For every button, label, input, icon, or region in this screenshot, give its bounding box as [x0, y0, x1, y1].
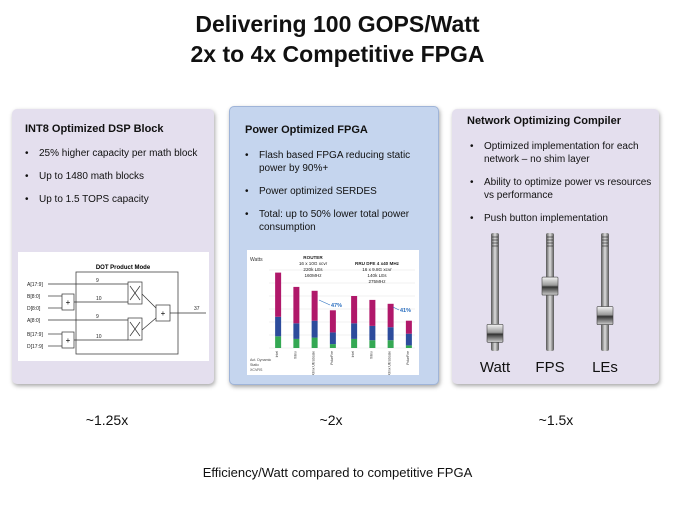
- bus-width-label: 10: [96, 296, 102, 302]
- bus-width-label: 9: [96, 278, 99, 284]
- bar-segment: [311, 337, 318, 348]
- group-label-line: 220k LEs: [303, 267, 323, 272]
- bar-segment: [329, 310, 336, 333]
- bus-width-label: 37: [194, 306, 200, 312]
- x-tick-label: Intel: [275, 351, 279, 358]
- group-label: ROUTER: [303, 255, 323, 260]
- power-fpga-panel: Power Optimized FPGA Flash based FPGA re…: [229, 106, 439, 385]
- group-label-line: 16 x 9.8G xcvr: [362, 267, 392, 272]
- footer-caption: Efficiency/Watt compared to competitive …: [202, 465, 473, 480]
- pre-adder-box: [61, 331, 75, 349]
- slider-knob: [541, 276, 559, 296]
- x-tick-label: Xilinx UltraScale: [312, 351, 316, 375]
- bar-segment: [369, 325, 376, 341]
- slider-knob: [596, 306, 614, 325]
- multiplier-label: ~1.25x: [85, 412, 129, 428]
- compiler-panel: Network Optimizing Compiler Optimized im…: [452, 109, 659, 384]
- bullet-item: Flash based FPGA reducing static power b…: [245, 149, 431, 175]
- bar-segment: [405, 333, 412, 346]
- tradeoff-sliders: Watt FPS LEs: [480, 233, 618, 376]
- bar-segment: [311, 290, 318, 321]
- chart-ylabel: Watts: [250, 257, 263, 263]
- bar-segment: [387, 303, 394, 328]
- x-tick-label: Intel: [351, 351, 355, 358]
- dsp-block-panel: INT8 Optimized DSP Block 25% higher capa…: [12, 109, 214, 384]
- bar-segment: [293, 286, 300, 324]
- bus-width-label: 10: [96, 334, 102, 340]
- group-label-line: 140k LEs: [367, 273, 387, 278]
- slider-track: [601, 233, 609, 351]
- svg-text:+: +: [66, 298, 71, 307]
- bullet-item: Ability to optimize power vs resources v…: [470, 176, 652, 202]
- dot-product-diagram: DOT Product Mode A[17:9] B[8:0] D[8:0] A…: [18, 252, 209, 361]
- bar-segment: [369, 299, 376, 326]
- bar-segment: [329, 344, 336, 348]
- sum-adder-box: [155, 304, 171, 322]
- panel-heading: Power Optimized FPGA: [245, 124, 368, 136]
- slider-knob: [486, 324, 504, 343]
- bar-segment: [329, 332, 336, 345]
- bar-segment: [387, 327, 394, 341]
- bullet-item: 25% higher capacity per math block: [25, 147, 205, 160]
- slider-track: [491, 233, 499, 351]
- bar-segment: [293, 338, 300, 348]
- bullet-item: Optimized implementation for each networ…: [470, 140, 652, 166]
- bar-segment: [275, 272, 282, 317]
- bullet-list: 25% higher capacity per math block Up to…: [25, 147, 205, 216]
- input-label: B[8:0]: [27, 294, 41, 300]
- bullet-list: Optimized implementation for each networ…: [470, 140, 652, 235]
- input-label: A[17:9]: [27, 282, 43, 288]
- bullet-list: Flash based FPGA reducing static power b…: [245, 149, 431, 244]
- group-label-line: 275MHz: [368, 279, 386, 284]
- bar-segment: [275, 336, 282, 348]
- bullet-item: Total: up to 50% lower total power consu…: [245, 208, 431, 234]
- input-label: D[8:0]: [27, 306, 41, 312]
- input-label: A[8:0]: [27, 318, 41, 324]
- panel-heading: INT8 Optimized DSP Block: [25, 123, 164, 135]
- legend-item: Act. Dynamic: [250, 358, 271, 362]
- slider-label-watt: Watt: [480, 359, 511, 376]
- legend-item: Static: [250, 363, 259, 367]
- pre-adder-box: [61, 293, 75, 311]
- slider-label-fps: FPS: [535, 359, 564, 376]
- bar-segment: [351, 296, 358, 324]
- slider-label-les: LEs: [592, 359, 618, 376]
- bullet-item: Up to 1.5 TOPS capacity: [25, 193, 205, 206]
- bullet-item: Push button implementation: [470, 212, 652, 225]
- bar-segment: [405, 320, 412, 334]
- bar-segment: [293, 323, 300, 339]
- x-tick-label: Xilinx UltraScale: [388, 351, 392, 375]
- x-tick-label: PolarFire: [330, 351, 334, 365]
- panel-heading: Network Optimizing Compiler: [467, 115, 622, 127]
- svg-text:+: +: [161, 309, 166, 318]
- slide-subtitle: 2x to 4x Competitive FPGA: [190, 41, 485, 67]
- multiplier-label: ~2x: [319, 412, 343, 428]
- bullet-item: Up to 1480 math blocks: [25, 170, 205, 183]
- slide-title: Delivering 100 GOPS/Watt: [195, 11, 480, 37]
- bar-segment: [369, 340, 376, 348]
- bus-width-label: 9: [96, 314, 99, 320]
- input-label: B[17:9]: [27, 332, 43, 338]
- bar-segment: [275, 316, 282, 337]
- group-label-line: 16 x 10G xcvr: [299, 261, 328, 266]
- group-label-line: 160MHz: [304, 273, 322, 278]
- svg-text:+: +: [66, 336, 71, 345]
- x-tick-label: Xilinx: [293, 351, 297, 359]
- multiplier-label: ~1.5x: [538, 412, 574, 428]
- input-label: D[17:9]: [27, 344, 44, 350]
- bar-segment: [387, 340, 394, 348]
- reduction-annotation: 41%: [400, 308, 411, 314]
- diagram-title: DOT Product Mode: [96, 265, 151, 271]
- bar-segment: [351, 338, 358, 348]
- x-tick-label: PolarFire: [406, 351, 410, 365]
- bar-segment: [351, 323, 358, 339]
- bullet-item: Power optimized SERDES: [245, 185, 431, 198]
- x-tick-label: Xilinx: [369, 351, 373, 359]
- reduction-annotation: 47%: [331, 303, 342, 309]
- power-chart: Watts Intel Xilinx Xilinx UltraScale PolarF…: [247, 250, 419, 376]
- bar-segment: [405, 345, 412, 348]
- bar-segment: [311, 320, 318, 338]
- group-label: RRU DFE 4 x40 MHz: [355, 261, 400, 266]
- legend-item: XCVRS: [250, 368, 263, 372]
